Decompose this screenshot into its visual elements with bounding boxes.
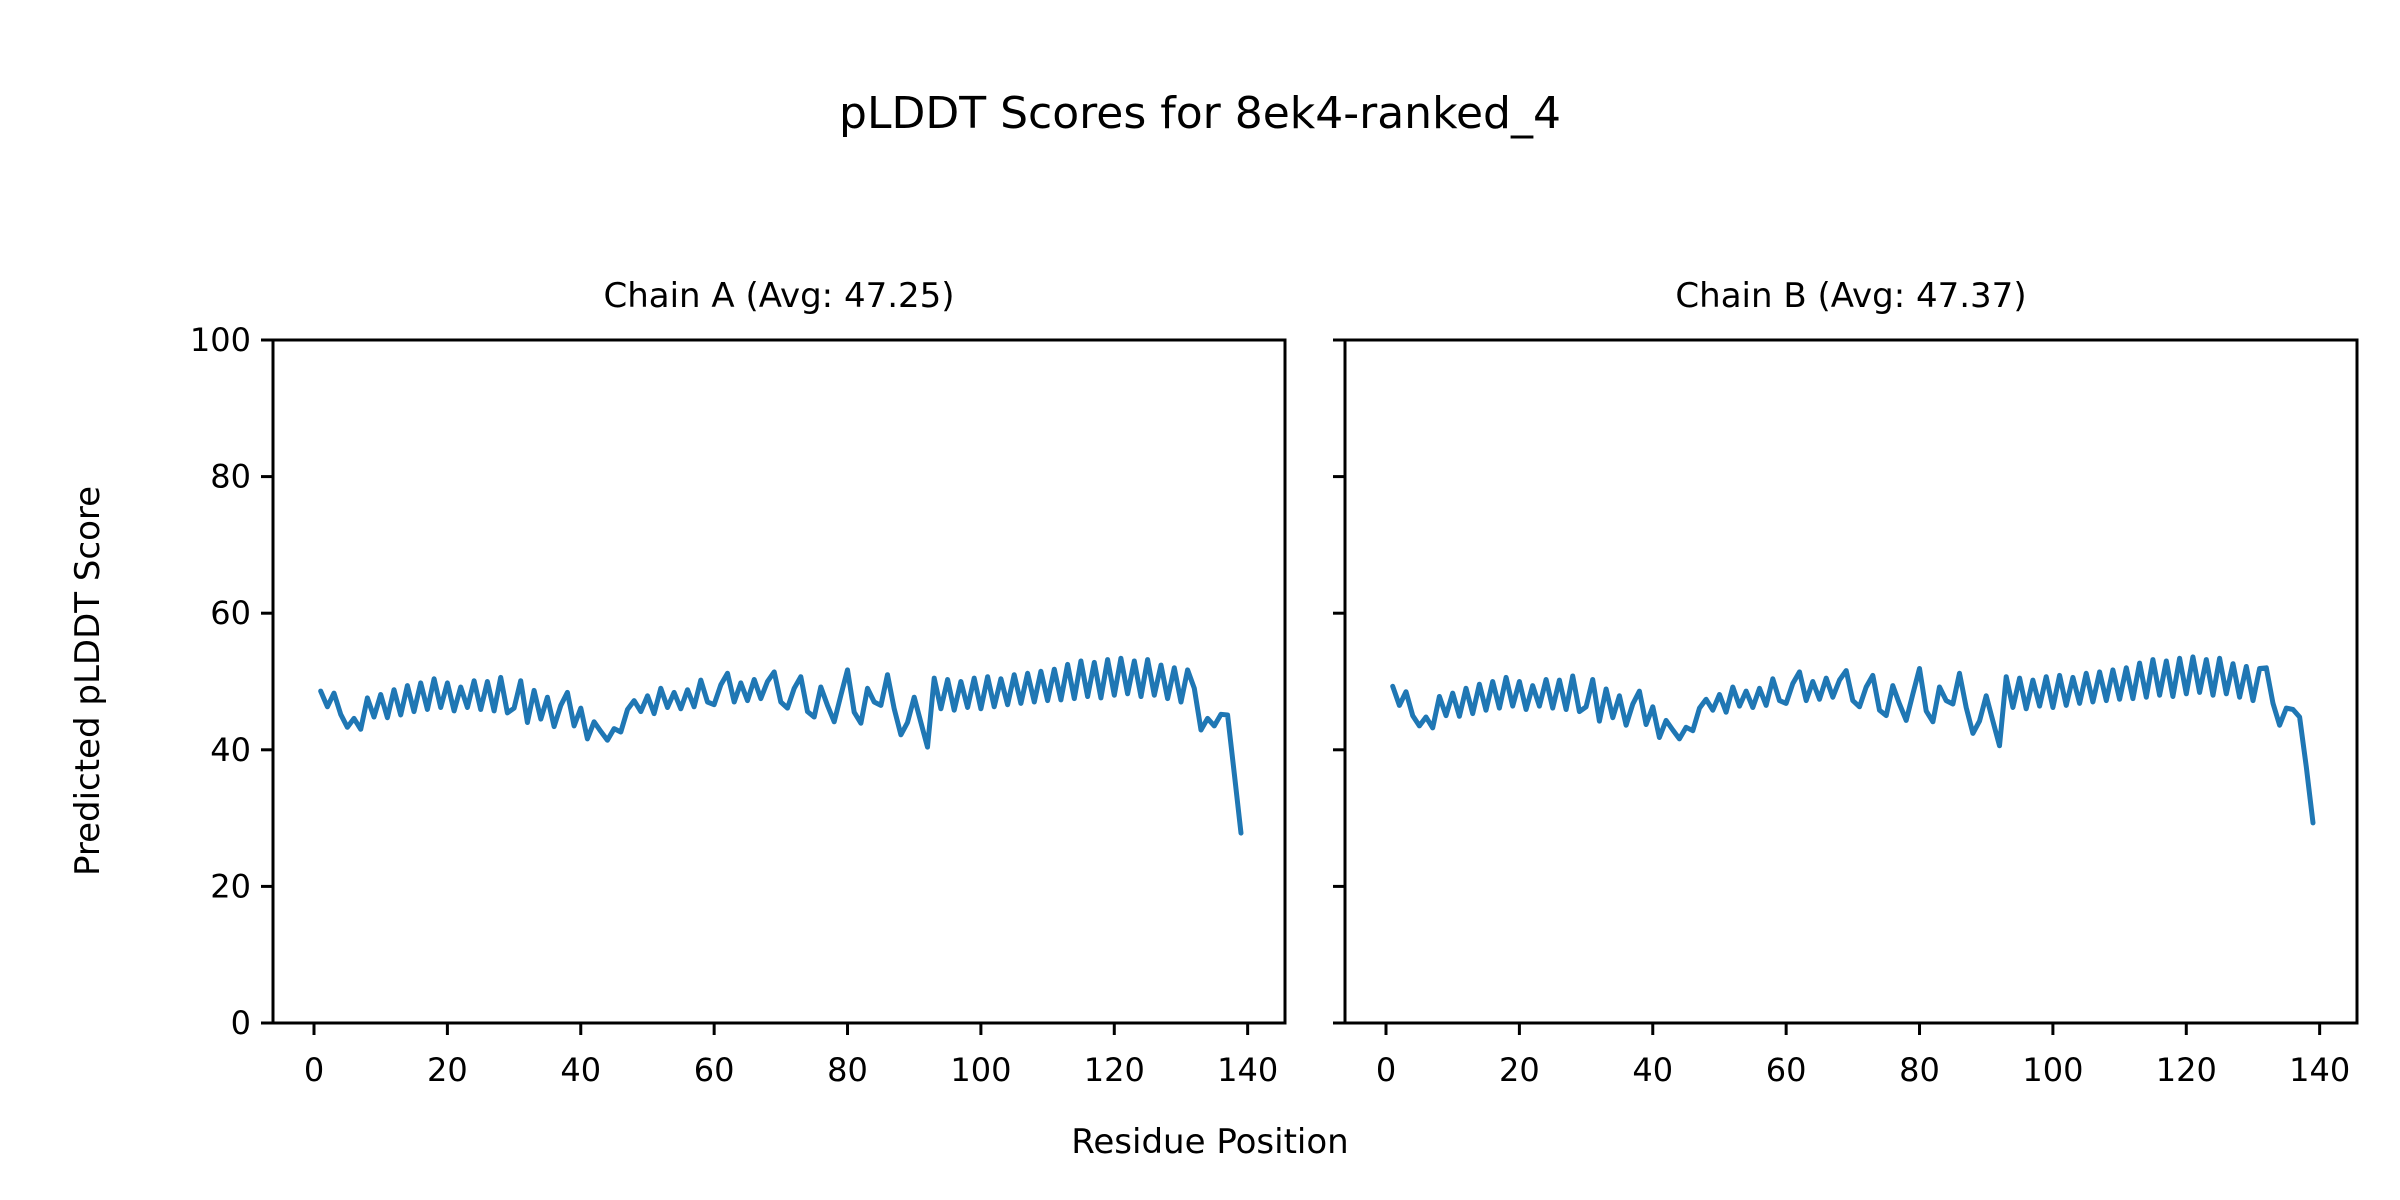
y-tick-label: 80 xyxy=(210,458,251,496)
plddt-line-chain-b xyxy=(1390,654,2316,826)
chain-b-subplot-title: Chain B (Avg: 47.37) xyxy=(1675,276,2027,316)
x-tick-label: 80 xyxy=(827,1051,868,1089)
x-tick-label: 60 xyxy=(1766,1051,1807,1089)
x-tick-label: 120 xyxy=(1084,1051,1145,1089)
y-tick-label: 20 xyxy=(210,867,251,905)
x-tick-label: 100 xyxy=(2022,1051,2083,1089)
y-axis-label: Predicted pLDDT Score xyxy=(68,485,108,877)
chain-a-subplot-title: Chain A (Avg: 47.25) xyxy=(603,276,955,316)
x-tick-label: 100 xyxy=(950,1051,1011,1089)
x-tick-label: 140 xyxy=(1217,1051,1278,1089)
x-tick-label: 0 xyxy=(1376,1051,1396,1089)
plddt-line-chain-a xyxy=(318,655,1244,836)
axes-frame xyxy=(1343,338,2359,1025)
x-tick-label: 20 xyxy=(1499,1051,1540,1089)
x-tick-label: 0 xyxy=(304,1051,324,1089)
y-tick-label: 60 xyxy=(210,594,251,632)
chain-b-plot: 0 20 40 60 80 100 120 140 xyxy=(1333,338,2359,1089)
x-tick-label: 60 xyxy=(694,1051,735,1089)
x-tick-label: 120 xyxy=(2156,1051,2217,1089)
y-tick-label: 0 xyxy=(231,1004,251,1042)
x-tick-label: 140 xyxy=(2289,1051,2350,1089)
x-tick-label: 40 xyxy=(560,1051,601,1089)
y-tick-label: 100 xyxy=(190,321,251,359)
figure-title: pLDDT Scores for 8ek4-ranked_4 xyxy=(839,88,1561,139)
axes-frame xyxy=(271,338,1287,1025)
x-tick-label: 20 xyxy=(427,1051,468,1089)
x-tick-label: 80 xyxy=(1899,1051,1940,1089)
chain-a-plot: 0 20 40 60 80 100 120 140 0 20 40 60 80 100 xyxy=(190,321,1287,1089)
y-tick-label: 40 xyxy=(210,731,251,769)
x-axis-label: Residue Position xyxy=(1071,1122,1349,1162)
x-tick-label: 40 xyxy=(1632,1051,1673,1089)
